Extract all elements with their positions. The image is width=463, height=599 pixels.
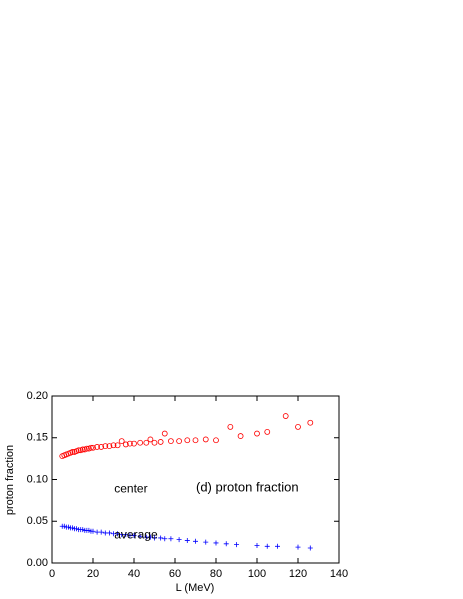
data-point xyxy=(83,445,90,452)
data-point xyxy=(123,532,129,538)
data-point xyxy=(158,535,164,541)
data-point xyxy=(88,444,94,451)
x-tick-label: 20 xyxy=(87,568,99,580)
data-point xyxy=(126,440,133,447)
y-axis-label: proton fraction xyxy=(4,445,16,515)
data-point xyxy=(106,530,112,536)
x-tick-label: 140 xyxy=(330,568,348,580)
data-point xyxy=(213,540,219,546)
y-tick-label: 0.00 xyxy=(27,557,48,569)
data-point xyxy=(147,534,153,540)
data-point xyxy=(203,539,209,545)
data-point xyxy=(176,438,183,444)
x-tick-label: 100 xyxy=(248,568,266,580)
data-point xyxy=(307,545,313,551)
data-point xyxy=(122,441,129,448)
data-point xyxy=(137,533,143,539)
data-point xyxy=(143,439,150,446)
data-point xyxy=(161,430,168,437)
y-tick-label: 0.05 xyxy=(27,515,48,527)
data-point xyxy=(254,542,260,548)
data-point xyxy=(213,437,219,444)
x-axis-label: L (MeV) xyxy=(176,582,215,594)
data-point xyxy=(98,444,105,450)
data-point xyxy=(176,537,182,543)
data-point xyxy=(151,439,158,446)
x-tick-label: 60 xyxy=(169,568,181,580)
data-point xyxy=(275,543,280,549)
series-label: center xyxy=(114,481,147,495)
data-point xyxy=(75,447,82,454)
data-point xyxy=(237,433,244,439)
data-point xyxy=(223,541,229,547)
data-point xyxy=(147,436,154,443)
data-point xyxy=(167,438,174,444)
data-point xyxy=(114,442,121,449)
x-tick-label: 40 xyxy=(128,568,140,580)
x-tick-label: 0 xyxy=(49,568,55,580)
data-point xyxy=(90,444,96,451)
data-point xyxy=(110,442,117,449)
data-point xyxy=(162,536,168,542)
data-point xyxy=(157,439,164,445)
data-point xyxy=(168,536,174,542)
data-point xyxy=(131,532,137,538)
data-point xyxy=(106,443,113,450)
data-point xyxy=(90,528,96,534)
data-point xyxy=(118,438,125,444)
x-tick-label: 120 xyxy=(289,568,307,580)
data-point xyxy=(295,423,301,430)
data-point xyxy=(192,437,199,444)
data-point xyxy=(102,443,109,450)
data-point xyxy=(137,439,144,446)
data-point xyxy=(94,444,100,450)
data-point xyxy=(254,430,260,437)
data-point xyxy=(115,531,121,537)
data-point xyxy=(184,437,191,444)
series-label: average xyxy=(114,527,158,541)
data-point xyxy=(98,529,104,535)
y-tick-label: 0.15 xyxy=(27,432,48,444)
data-point xyxy=(79,446,86,453)
chart-title: (d) proton fraction xyxy=(196,479,299,494)
y-tick-label: 0.20 xyxy=(27,390,48,402)
data-point xyxy=(69,449,76,455)
data-point xyxy=(202,436,209,443)
data-point xyxy=(193,538,198,544)
data-point xyxy=(184,537,190,543)
data-point xyxy=(264,429,271,435)
x-tick-label: 80 xyxy=(210,568,222,580)
data-point xyxy=(307,419,314,426)
y-tick-label: 0.10 xyxy=(27,473,48,485)
data-point xyxy=(282,413,289,419)
data-point xyxy=(295,544,301,550)
data-point xyxy=(152,535,157,541)
data-point xyxy=(227,423,234,430)
data-point xyxy=(131,440,137,447)
data-point xyxy=(234,542,239,548)
data-point xyxy=(264,543,270,549)
